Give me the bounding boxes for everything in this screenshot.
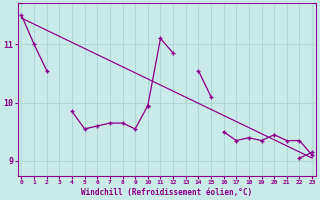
X-axis label: Windchill (Refroidissement éolien,°C): Windchill (Refroidissement éolien,°C)	[81, 188, 252, 197]
